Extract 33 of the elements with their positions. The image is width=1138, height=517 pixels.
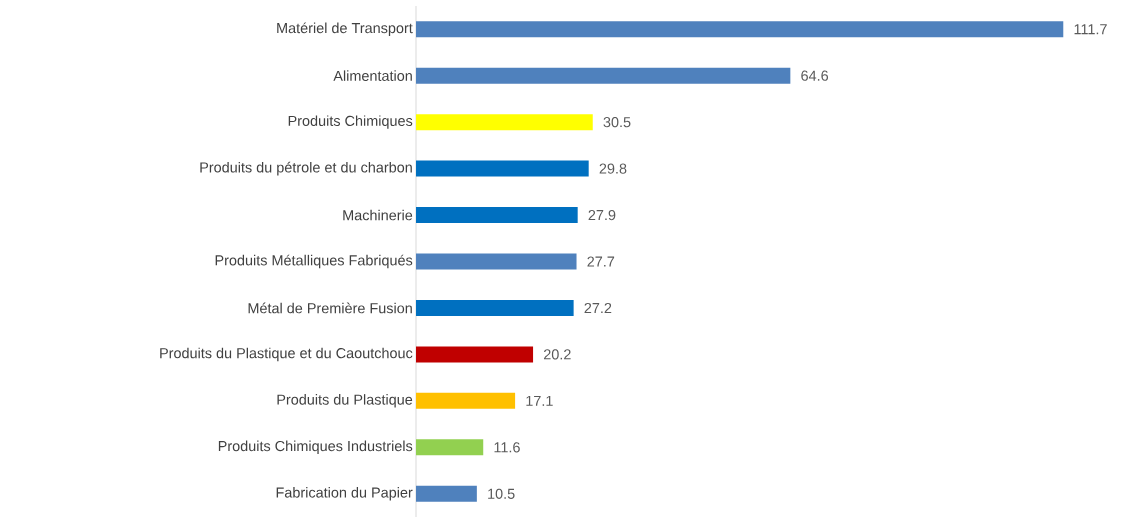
bar — [416, 207, 578, 224]
bar — [416, 114, 593, 131]
y-tick-label: Alimentation — [333, 70, 412, 81]
data-label: 30.5 — [603, 117, 631, 128]
data-label: 10.5 — [488, 488, 515, 499]
y-tick-label: Produits du pétrole et du charbon — [200, 161, 412, 176]
bar — [416, 21, 1064, 38]
data-label: 27.9 — [588, 209, 616, 221]
y-tick-label: Machinerie — [343, 209, 413, 221]
data-label: 27.2 — [584, 302, 612, 313]
data-label: 111.7 — [1074, 24, 1107, 35]
data-label: 64.6 — [801, 70, 829, 81]
y-tick-label: Produits Chimiques — [288, 115, 413, 129]
y-tick-label: Produits Métalliques Fabriqués — [215, 254, 413, 269]
data-label: 29.8 — [599, 163, 627, 174]
bar — [416, 346, 534, 363]
bar — [416, 299, 574, 316]
y-tick-label: Produits du Plastique — [277, 394, 413, 408]
bar — [416, 160, 589, 177]
y-tick-label: Matériel de Transport — [277, 22, 413, 37]
data-label: 27.7 — [587, 256, 615, 267]
data-label: 20.2 — [544, 349, 571, 360]
bar — [416, 439, 484, 456]
y-tick-label: Métal de Première Fusion — [248, 302, 412, 314]
bar — [416, 67, 791, 84]
y-tick-label: Produits Chimiques Industriels — [218, 440, 413, 455]
bar — [416, 485, 477, 502]
y-tick-label: Produits du Plastique et du Caoutchouc — [160, 347, 413, 362]
data-label: 11.6 — [494, 442, 520, 453]
data-label: 17.1 — [526, 395, 553, 406]
y-tick-label: Fabrication du Papier — [276, 487, 413, 501]
bar — [416, 253, 577, 270]
bar — [416, 392, 516, 409]
